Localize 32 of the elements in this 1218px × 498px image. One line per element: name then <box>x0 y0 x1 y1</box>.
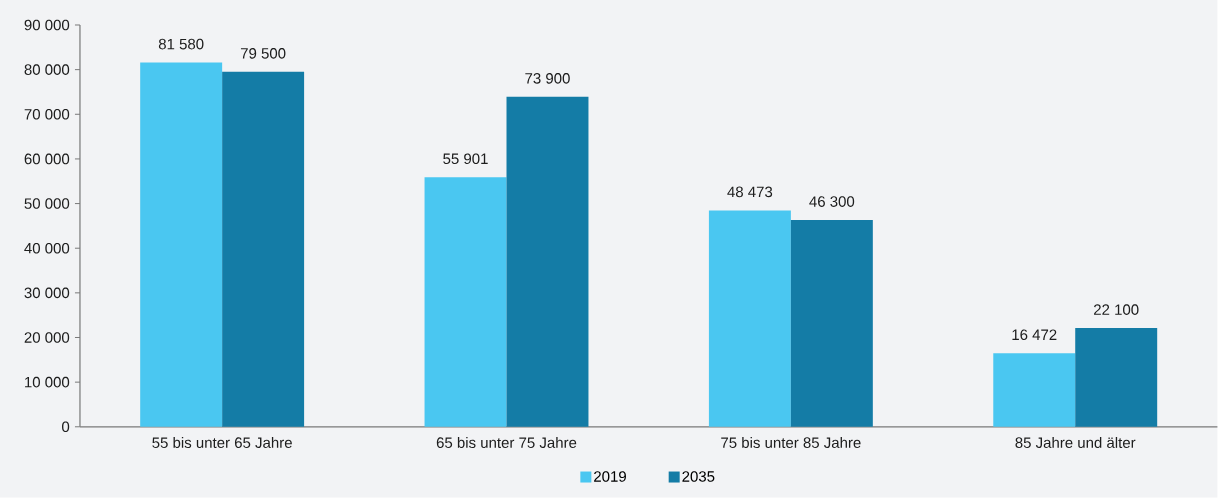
y-tick-label: 40 000 <box>24 243 70 254</box>
bar <box>506 97 589 427</box>
bar <box>708 210 791 427</box>
y-tick-label: 10 000 <box>25 376 70 388</box>
data-label: 73 900 <box>525 73 570 84</box>
bar <box>993 353 1076 427</box>
data-label: 22 100 <box>1094 304 1139 316</box>
bar <box>1075 328 1158 427</box>
bar <box>424 177 507 427</box>
data-label: 16 472 <box>1012 329 1057 341</box>
bar <box>790 220 873 427</box>
legend-label: 2035 <box>682 471 715 482</box>
y-tick-label: 90 000 <box>24 19 70 31</box>
bar <box>222 71 305 427</box>
x-tick-label: 75 bis unter 85 Jahre <box>721 437 861 449</box>
y-tick-label: 20 000 <box>24 332 70 343</box>
data-label: 81 580 <box>158 38 204 50</box>
x-tick-label: 85 Jahre und älter <box>1015 437 1136 449</box>
y-tick-label: 60 000 <box>24 153 70 165</box>
x-tick-label: 65 bis unter 75 Jahre <box>436 437 577 449</box>
legend-label: 2019 <box>594 471 626 482</box>
y-tick-label: 30 000 <box>24 287 70 299</box>
data-label: 46 300 <box>809 196 855 208</box>
y-tick-label: 0 <box>62 421 70 433</box>
data-label: 55 901 <box>443 153 488 165</box>
y-tick-label: 80 000 <box>24 64 70 76</box>
bar <box>140 62 223 427</box>
x-tick-label: 55 bis unter 65 Jahre <box>152 437 292 449</box>
data-label: 48 473 <box>727 186 773 198</box>
y-tick-label: 70 000 <box>24 109 70 120</box>
data-label: 79 500 <box>240 48 286 59</box>
y-tick-label: 50 000 <box>24 198 70 209</box>
